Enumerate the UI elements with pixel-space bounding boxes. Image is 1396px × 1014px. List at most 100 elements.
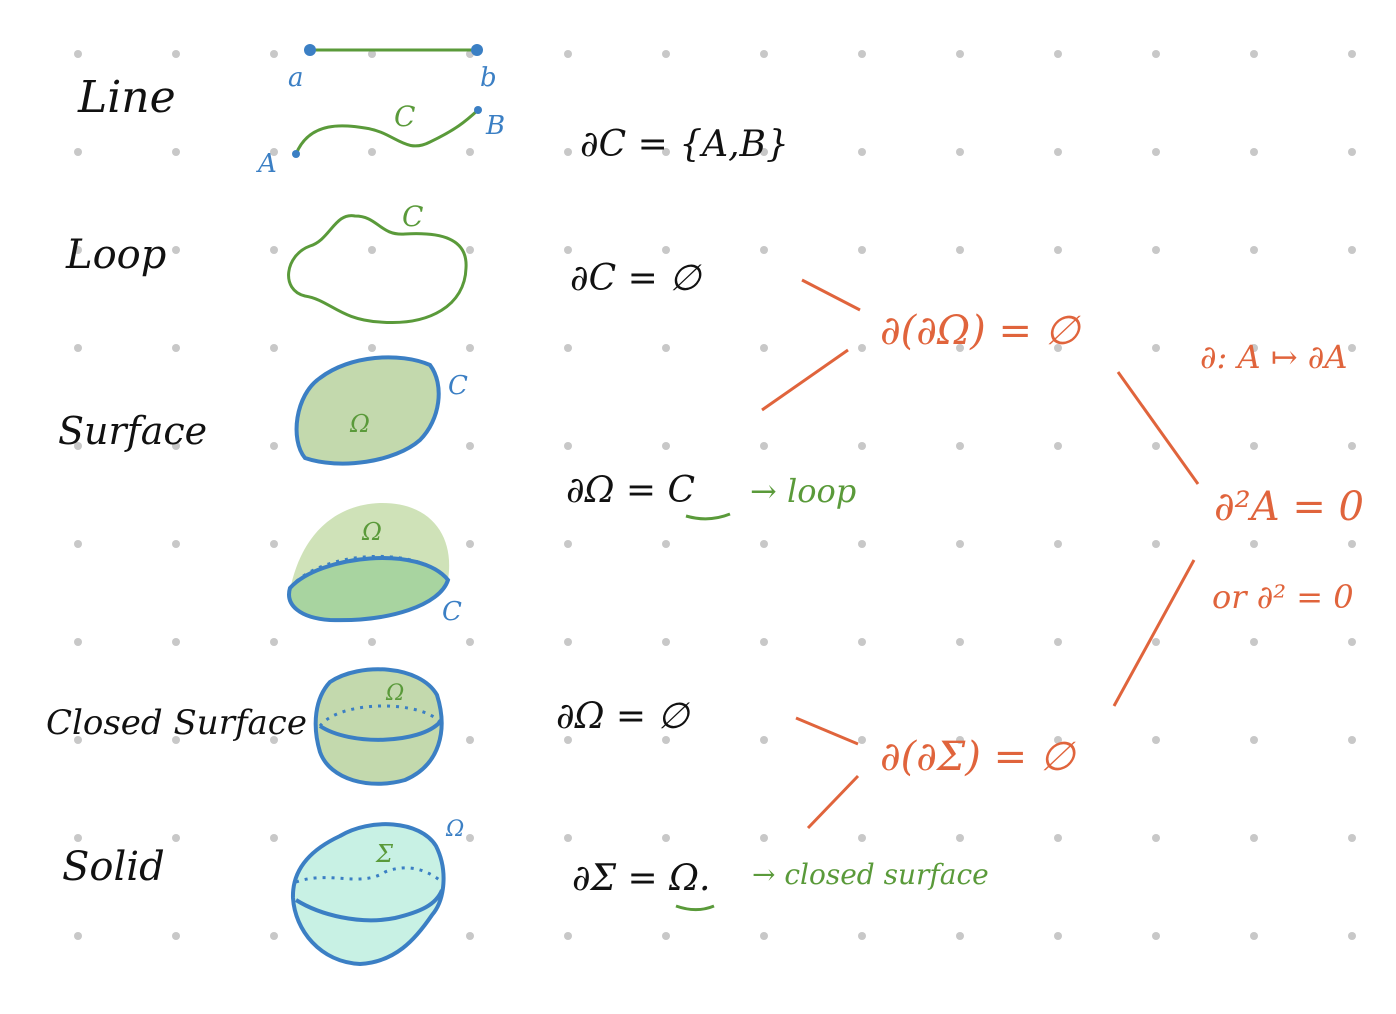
sphere-equator-back [318, 704, 442, 728]
grid-dot [466, 638, 474, 646]
grid-dot [564, 736, 572, 744]
grid-dot [270, 638, 278, 646]
grid-dot [760, 736, 768, 744]
grid-dot [1152, 834, 1160, 842]
grid-dot [1054, 932, 1062, 940]
grid-dot [956, 736, 964, 744]
grid-dot [1250, 834, 1258, 842]
grid-dot [760, 932, 768, 940]
curve-c [294, 108, 480, 155]
grid-dot [1054, 442, 1062, 450]
grid-dot [270, 932, 278, 940]
grid-dot [858, 540, 866, 548]
solid-midline-back [295, 866, 443, 884]
solid-midline-front [294, 889, 444, 923]
solid-underline [675, 904, 715, 912]
grid-dot [858, 50, 866, 58]
grid-dot [466, 148, 474, 156]
eq-solid-boundary: ∂Σ = Ω. [572, 858, 710, 899]
grid-dot [662, 638, 670, 646]
solid-figure: Σ Ω [290, 817, 464, 967]
curve-end-label: B [485, 111, 505, 141]
grid-dot [1054, 50, 1062, 58]
grid-dot [564, 834, 572, 842]
grid-dot [564, 246, 572, 254]
grid-dot [662, 736, 670, 744]
grid-dot [1250, 442, 1258, 450]
grid-dot [662, 932, 670, 940]
grid-dot [1054, 148, 1062, 156]
grid-dot [172, 540, 180, 548]
grid-dot [74, 50, 82, 58]
grid-dot [1250, 246, 1258, 254]
eq-boundary-of-boundary-surface: ∂(∂Ω) = ∅ [880, 308, 1082, 354]
surface-disk [294, 355, 441, 466]
grid-dot [858, 148, 866, 156]
closed-surface-region-label: Ω [385, 681, 404, 706]
connector-surface-to-bb-surface [761, 348, 849, 412]
loop-name-label: C [402, 200, 423, 233]
eq-alt-result: or ∂² = 0 [1212, 578, 1354, 616]
grid-dot [172, 638, 180, 646]
row-label-line: Line [77, 72, 176, 123]
grid-dot [956, 540, 964, 548]
solid-shape [290, 822, 446, 967]
grid-dot [858, 246, 866, 254]
solid-boundary-label: Ω [445, 817, 464, 842]
grid-dot [270, 834, 278, 842]
grid-dot [564, 148, 572, 156]
grid-dot [760, 442, 768, 450]
grid-dot [172, 932, 180, 940]
grid-dot [760, 148, 768, 156]
grid-dot [760, 50, 768, 58]
grid-dot [1348, 834, 1356, 842]
grid-dot [74, 344, 82, 352]
grid-dot [956, 834, 964, 842]
grid-dot [74, 442, 82, 450]
grid-dot [956, 148, 964, 156]
curve-start-label: A [256, 149, 277, 179]
grid-dot [662, 834, 670, 842]
grid-dot [1250, 736, 1258, 744]
closed-surface-figure: Ω [313, 667, 444, 786]
eq-main-result: ∂²A = 0 [1214, 484, 1364, 530]
grid-dot [564, 638, 572, 646]
grid-dot [172, 50, 180, 58]
grid-dot [564, 344, 572, 352]
grid-dot [760, 246, 768, 254]
eq-solid-note: → closed surface [752, 858, 989, 891]
grid-dot [270, 50, 278, 58]
grid-dot [1152, 50, 1160, 58]
grid-dot [1348, 50, 1356, 58]
grid-dot [662, 50, 670, 58]
surface-figure: Ω C [294, 355, 468, 466]
grid-dot [662, 148, 670, 156]
grid-dot [858, 736, 866, 744]
grid-dot [858, 442, 866, 450]
grid-dot [172, 148, 180, 156]
grid-dot [368, 344, 376, 352]
grid-dot [1348, 932, 1356, 940]
grid-dot [1348, 148, 1356, 156]
grid-dot [564, 50, 572, 58]
grid-dot [466, 540, 474, 548]
surface-region-label: Ω [349, 410, 370, 438]
grid-dot [956, 246, 964, 254]
grid-dot [564, 442, 572, 450]
grid-dot [270, 442, 278, 450]
connector-closed-to-bb-solid [795, 716, 859, 746]
grid-dot [956, 932, 964, 940]
line-figure: a b C A B [256, 44, 505, 179]
segment-start-label: a [288, 63, 304, 93]
grid-dot [368, 246, 376, 254]
connector-bb-surface-to-result [1116, 371, 1200, 485]
segment-start-point [304, 44, 316, 56]
grid-dot [270, 736, 278, 744]
grid-dot [1250, 148, 1258, 156]
grid-dot [956, 638, 964, 646]
segment-end-label: b [480, 63, 497, 93]
connector-lines [761, 278, 1200, 830]
connector-loop-to-bb-surface [801, 278, 861, 312]
grid-dot [1152, 932, 1160, 940]
